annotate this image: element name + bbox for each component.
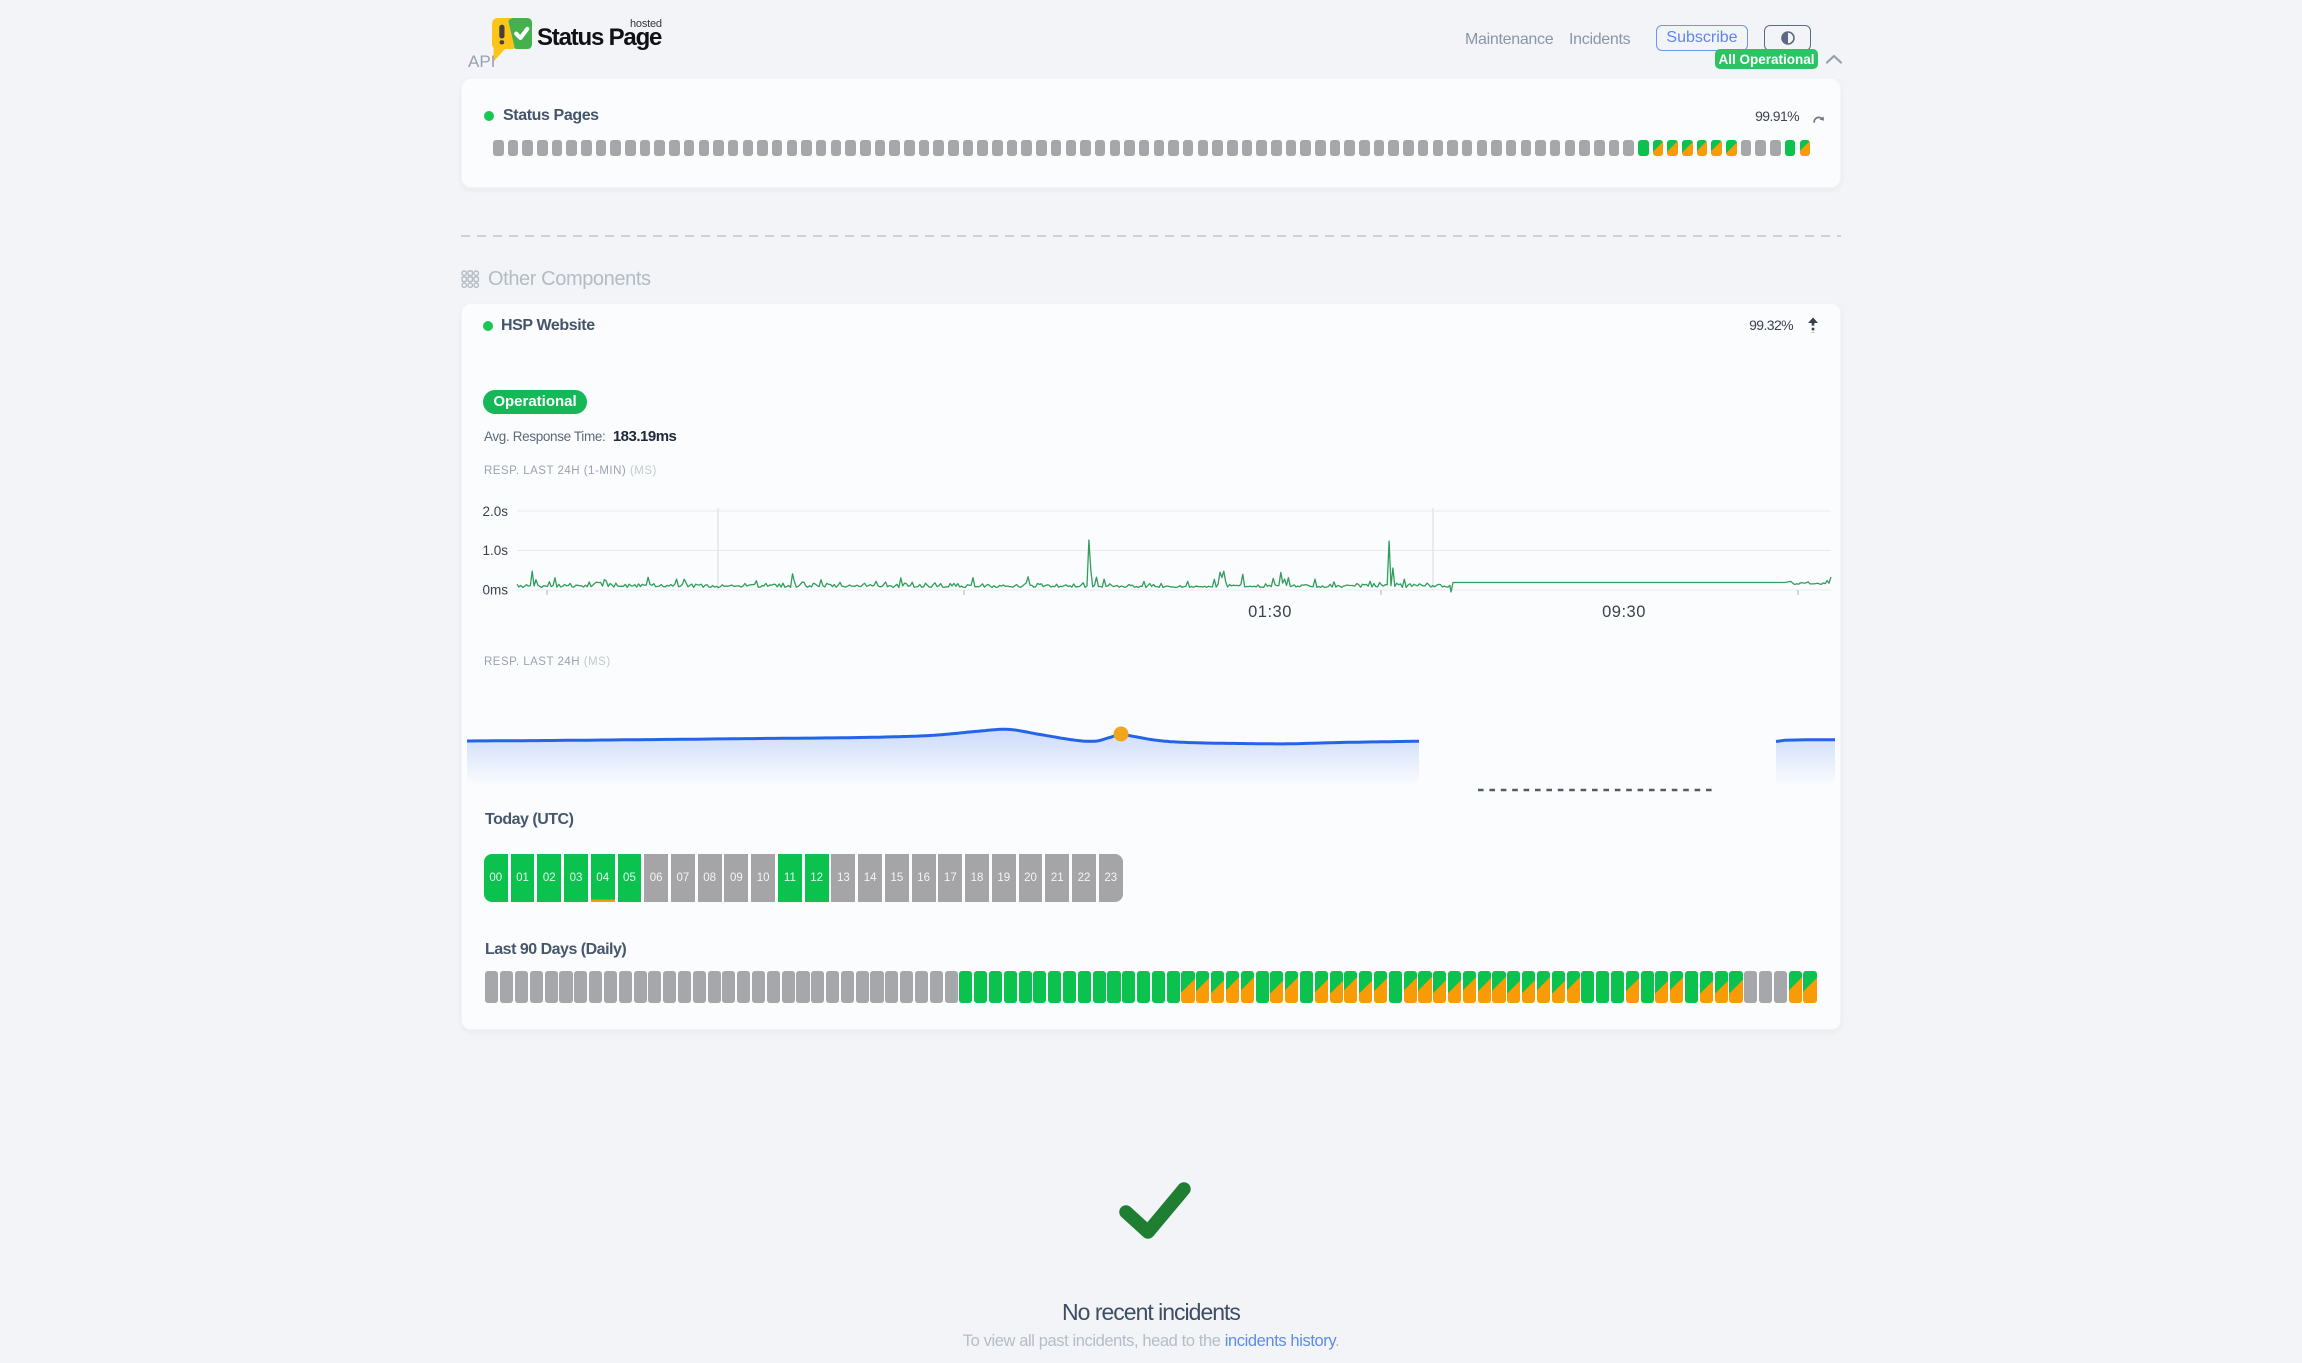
svg-text:2.0s: 2.0s xyxy=(482,504,508,519)
svg-text:0ms: 0ms xyxy=(482,583,508,598)
svg-text:1.0s: 1.0s xyxy=(482,543,508,558)
svg-text:01:30: 01:30 xyxy=(1248,603,1292,621)
svg-text:09:30: 09:30 xyxy=(1602,603,1646,621)
